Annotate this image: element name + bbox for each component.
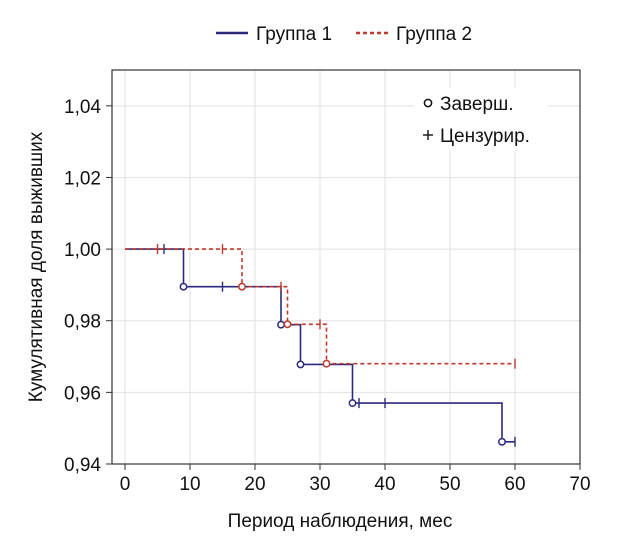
series-line-2 xyxy=(125,248,515,365)
marker-legend-label: Заверш. xyxy=(440,94,514,115)
y-tick-label: 1,00 xyxy=(64,240,101,261)
completed-marker xyxy=(238,282,246,291)
legend-label: Группа 2 xyxy=(396,24,472,45)
y-tick-label: 0,98 xyxy=(64,312,101,333)
x-tick-label: 20 xyxy=(244,474,265,495)
legend-label: Группа 1 xyxy=(256,24,332,45)
completed-marker xyxy=(348,399,357,408)
series-line-1 xyxy=(125,248,515,443)
completed-marker xyxy=(296,360,305,369)
marker-legend-label: Цензурир. xyxy=(440,126,530,147)
x-axis-title: Период наблюдения, мес xyxy=(228,511,453,532)
x-tick-label: 10 xyxy=(179,474,200,495)
completed-marker xyxy=(498,437,506,446)
x-tick-label: 0 xyxy=(120,474,131,495)
completed-marker xyxy=(322,359,331,368)
completed-marker xyxy=(283,320,292,329)
completed-legend-icon xyxy=(423,98,433,108)
completed-marker xyxy=(179,282,188,291)
series-legend: Группа 1 Группа 2 xyxy=(216,24,472,45)
x-tick-label: 30 xyxy=(309,474,330,495)
y-tick-label: 1,04 xyxy=(64,97,101,118)
completed-marker xyxy=(277,320,285,329)
plot-frame xyxy=(111,69,581,465)
marker-legend-box xyxy=(414,88,548,150)
x-tick-label: 40 xyxy=(374,474,395,495)
x-tick-label: 60 xyxy=(504,474,525,495)
y-axis: 0,94 0,96 0,98 1,00 1,02 1,04 xyxy=(64,97,112,476)
x-tick-label: 50 xyxy=(439,474,460,495)
series-group-2 xyxy=(125,244,516,369)
y-tick-label: 0,94 xyxy=(64,455,101,476)
y-tick-label: 1,02 xyxy=(64,168,101,189)
y-tick-label: 0,96 xyxy=(64,383,101,404)
x-axis: 0 10 20 30 40 50 60 70 xyxy=(120,464,591,495)
marker-legend: Заверш. Цензурир. xyxy=(414,88,548,150)
y-axis-title: Кумулятивная доля выживших xyxy=(26,131,47,402)
x-tick-label: 70 xyxy=(569,474,590,495)
